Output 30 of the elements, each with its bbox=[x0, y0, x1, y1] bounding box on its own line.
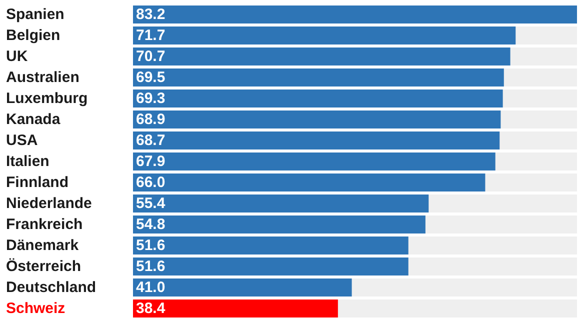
data-label: 70.7 bbox=[136, 48, 166, 65]
y-tick-label: Luxemburg bbox=[6, 90, 88, 107]
y-tick-label: Deutschland bbox=[6, 279, 96, 296]
y-tick-label: Australien bbox=[6, 69, 80, 86]
data-label: 68.9 bbox=[136, 111, 166, 128]
y-tick-label: Dänemark bbox=[6, 237, 80, 254]
data-label: 41.0 bbox=[136, 279, 166, 296]
y-tick-label: Finnland bbox=[6, 174, 68, 191]
data-label: 71.7 bbox=[136, 27, 166, 44]
data-label: 68.7 bbox=[136, 132, 166, 149]
y-tick-label: Frankreich bbox=[6, 216, 83, 233]
y-tick-label: Italien bbox=[6, 153, 50, 170]
data-label: 83.2 bbox=[136, 6, 166, 23]
y-tick-label: Spanien bbox=[6, 6, 64, 23]
y-tick-label: Österreich bbox=[6, 258, 82, 275]
data-label: 38.4 bbox=[136, 300, 166, 317]
y-tick-label: Niederlande bbox=[6, 195, 92, 212]
y-tick-label: Kanada bbox=[6, 111, 61, 128]
y-tick-label: Belgien bbox=[6, 27, 60, 44]
data-label: 51.6 bbox=[136, 258, 166, 275]
y-tick-label: USA bbox=[6, 132, 38, 149]
data-label: 69.3 bbox=[136, 90, 166, 107]
y-tick-label: Schweiz bbox=[6, 300, 66, 317]
data-label: 55.4 bbox=[136, 195, 166, 212]
y-tick-label: UK bbox=[6, 48, 28, 65]
data-label: 66.0 bbox=[136, 174, 166, 191]
data-label: 67.9 bbox=[136, 153, 166, 170]
data-label: 51.6 bbox=[136, 237, 166, 254]
data-label: 69.5 bbox=[136, 69, 166, 86]
data-label: 54.8 bbox=[136, 216, 166, 233]
